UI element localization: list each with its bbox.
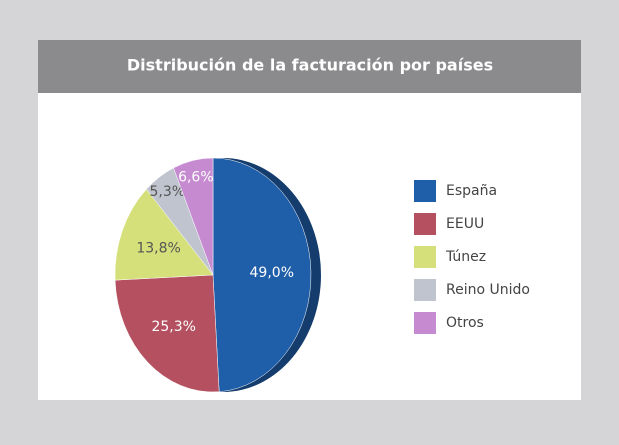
pie-slice [173,157,214,276]
legend-swatch [414,180,436,202]
legend-swatch [414,246,436,268]
data-label: 25,3% [151,319,195,335]
legend-swatch [414,279,436,301]
legend-label: Túnez [445,249,486,265]
pie-slice [114,188,214,281]
chart-title: Distribución de la facturación por paíse… [127,56,493,75]
legend-label: EEUU [446,216,484,232]
pie-slice [114,274,220,393]
data-label: 13,8% [136,240,180,256]
legend-label: Otros [446,315,484,331]
legend-label: Reino Unido [446,282,530,298]
panel [38,40,581,400]
data-label: 49,0% [250,265,294,281]
pie-slice [212,157,312,393]
legend-label: España [446,183,497,199]
title-bar [38,40,581,93]
data-label: 6,6% [178,170,214,186]
legend-swatch [414,312,436,334]
legend-swatch [414,213,436,235]
data-label: 5,3% [149,184,185,200]
